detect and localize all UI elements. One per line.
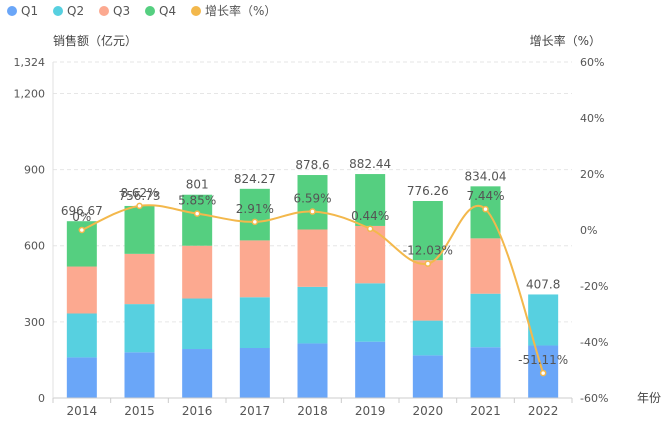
x-tick-label: 2020 bbox=[413, 404, 444, 418]
left-tick-label: 1,324 bbox=[14, 56, 46, 69]
bar-q1 bbox=[239, 348, 270, 398]
growth-label: 0.44% bbox=[351, 209, 389, 223]
legend-label-q1: Q1 bbox=[21, 4, 38, 18]
total-label: 801 bbox=[186, 178, 209, 192]
bar-q1 bbox=[297, 343, 328, 398]
bar-q1 bbox=[412, 355, 443, 398]
total-label: 824.27 bbox=[234, 172, 276, 186]
bar-q4 bbox=[124, 205, 155, 254]
legend-label-q4: Q4 bbox=[159, 4, 176, 18]
growth-label: 8.62% bbox=[120, 186, 158, 200]
x-tick-label: 2017 bbox=[240, 404, 271, 418]
bar-q4 bbox=[239, 188, 270, 241]
bar-q2 bbox=[66, 313, 97, 358]
bar-q2 bbox=[355, 283, 386, 342]
growth-label: -51.11% bbox=[518, 353, 568, 367]
total-label: 834.04 bbox=[465, 169, 507, 183]
total-label: 696.67 bbox=[61, 204, 103, 218]
growth-line-layer bbox=[78, 202, 547, 377]
bar-q2 bbox=[124, 304, 155, 353]
right-tick-label: 20% bbox=[580, 168, 604, 181]
right-tick-label: 40% bbox=[580, 112, 604, 125]
bar-q3 bbox=[297, 229, 328, 287]
bar-q2 bbox=[239, 297, 270, 349]
right-axis-title: 增长率（%） bbox=[530, 33, 601, 48]
bar-q4 bbox=[182, 194, 213, 246]
bar-q1 bbox=[355, 341, 386, 398]
left-tick-label: 600 bbox=[24, 240, 45, 253]
legend: Q1 Q2 Q3 Q4 增长率（%） bbox=[7, 3, 276, 18]
axes-layer: 0 300 600 900 1,200 1,324 -60% -40% -20% 0% 20% 40%… bbox=[14, 33, 662, 418]
growth-label: 2.91% bbox=[236, 202, 274, 216]
legend-label-growth: 增长率（%） bbox=[205, 3, 276, 18]
growth-point bbox=[136, 202, 143, 210]
legend-label-q2: Q2 bbox=[67, 4, 84, 18]
legend-swatch-growth bbox=[191, 6, 201, 16]
bar-q3 bbox=[66, 266, 97, 314]
growth-point bbox=[78, 226, 86, 234]
bar-q1 bbox=[470, 347, 501, 398]
bar-q3 bbox=[470, 238, 501, 294]
left-tick-label: 900 bbox=[24, 164, 45, 177]
bar-q4 bbox=[297, 175, 328, 230]
growth-label: -12.03% bbox=[403, 244, 453, 258]
growth-point bbox=[539, 369, 547, 377]
bar-q3 bbox=[124, 253, 155, 305]
growth-point bbox=[251, 218, 259, 226]
bar-q4 bbox=[355, 174, 386, 226]
right-tick-label: -20% bbox=[580, 280, 608, 293]
bar-q1 bbox=[182, 349, 213, 398]
x-tick-label: 2021 bbox=[470, 404, 501, 418]
data-labels-layer: 696.67 756.73 801 824.27 878.6 882.44 776.26 83… bbox=[61, 157, 568, 367]
bar-q2 bbox=[182, 298, 213, 350]
right-tick-label: 60% bbox=[580, 56, 604, 69]
bar-q4 bbox=[412, 201, 443, 261]
total-label: 407.8 bbox=[526, 277, 560, 291]
legend-label-q3: Q3 bbox=[113, 4, 130, 18]
bar-q3 bbox=[239, 240, 270, 298]
legend-swatch-q1 bbox=[7, 6, 17, 16]
x-tick-label: 2014 bbox=[67, 404, 98, 418]
total-label: 756.73 bbox=[119, 189, 161, 203]
total-label: 776.26 bbox=[407, 184, 449, 198]
growth-label: 7.44% bbox=[466, 189, 504, 203]
bar-q2 bbox=[470, 293, 501, 348]
growth-label: 5.85% bbox=[178, 194, 216, 208]
growth-label: 0% bbox=[72, 210, 91, 224]
x-tick-label: 2019 bbox=[355, 404, 386, 418]
legend-swatch-q3 bbox=[99, 6, 109, 16]
growth-point bbox=[366, 225, 374, 233]
right-tick-label: -40% bbox=[580, 336, 608, 349]
legend-swatch-q4 bbox=[145, 6, 155, 16]
legend-swatch-q2 bbox=[53, 6, 63, 16]
left-axis-title: 销售额（亿元） bbox=[53, 33, 137, 48]
right-tick-label: 0% bbox=[580, 224, 597, 237]
growth-point bbox=[309, 208, 316, 215]
growth-point bbox=[193, 210, 201, 217]
left-tick-label: 300 bbox=[24, 316, 45, 329]
growth-point bbox=[424, 260, 432, 267]
bar-q2 bbox=[412, 320, 443, 356]
bar-q1 bbox=[124, 352, 155, 398]
left-tick-label: 1,200 bbox=[14, 87, 46, 100]
x-axis-title: 年份 bbox=[637, 391, 661, 405]
bar-q3 bbox=[182, 245, 213, 299]
left-tick-label: 0 bbox=[38, 392, 45, 405]
growth-point bbox=[482, 205, 489, 213]
growth-label: 6.59% bbox=[293, 192, 331, 206]
total-label: 878.6 bbox=[295, 158, 329, 172]
bar-q3 bbox=[412, 260, 443, 321]
x-tick-label: 2018 bbox=[297, 404, 328, 418]
bar-q2 bbox=[297, 286, 328, 344]
right-tick-label: -60% bbox=[580, 392, 608, 405]
x-tick-label: 2015 bbox=[124, 404, 155, 418]
bar-q1 bbox=[66, 357, 97, 398]
x-tick-label: 2022 bbox=[528, 404, 559, 418]
total-label: 882.44 bbox=[349, 157, 391, 171]
x-tick-label: 2016 bbox=[182, 404, 213, 418]
